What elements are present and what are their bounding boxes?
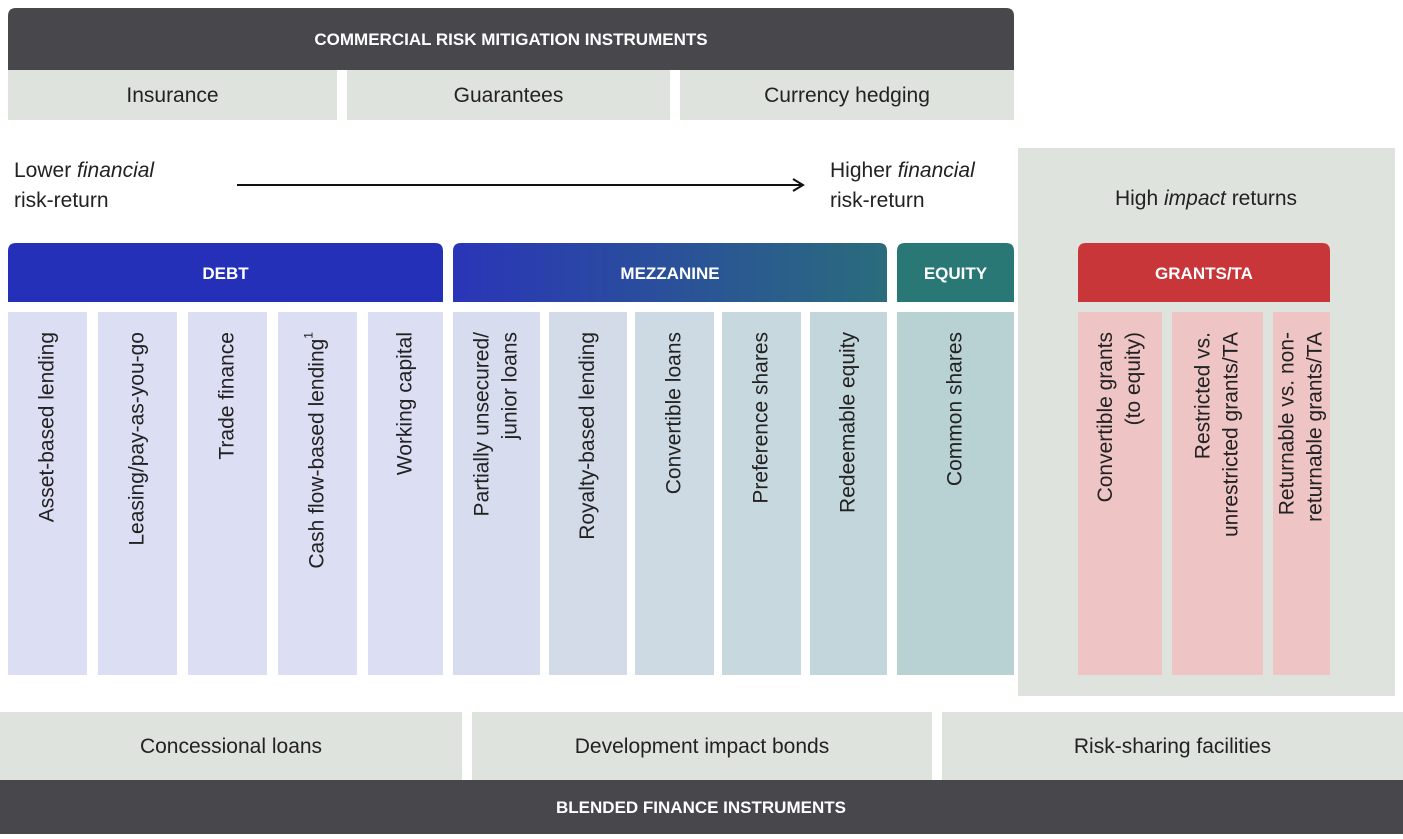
instrument-label: Leasing/pay-as-you-go bbox=[125, 332, 148, 546]
group-header bbox=[8, 243, 443, 302]
instrument-label: Working capital bbox=[393, 332, 416, 475]
instrument-column bbox=[635, 312, 714, 675]
bottom-banner bbox=[0, 780, 1403, 834]
label-line: unrestricted grants/TA bbox=[1219, 332, 1242, 537]
instrument-label: Concessional loans bbox=[140, 735, 322, 758]
instrument-box bbox=[8, 70, 337, 120]
instrument-column bbox=[278, 312, 357, 675]
instrument-column bbox=[1078, 312, 1162, 675]
group-title: GRANTS/TA bbox=[1155, 264, 1253, 283]
label-line: Convertible loans bbox=[662, 332, 685, 494]
instrument-column bbox=[722, 312, 801, 675]
instrument-column bbox=[188, 312, 267, 675]
label-line: Asset-based lending bbox=[35, 332, 58, 522]
label-line: junior loans bbox=[498, 332, 521, 440]
instrument-label: Guarantees bbox=[454, 84, 564, 107]
instrument-column bbox=[897, 312, 1014, 675]
instrument-label: Development impact bonds bbox=[575, 735, 829, 758]
instrument-label: Royalty-based lending bbox=[576, 332, 599, 540]
label-line: Leasing/pay-as-you-go bbox=[125, 332, 148, 546]
instrument-column bbox=[368, 312, 443, 675]
group-title: EQUITY bbox=[924, 264, 988, 283]
instrument-label: Common shares bbox=[943, 332, 966, 486]
footnote-mark: 1 bbox=[302, 332, 316, 339]
label-line: Restricted vs. bbox=[1191, 332, 1214, 459]
top-title: COMMERCIAL RISK MITIGATION INSTRUMENTS bbox=[314, 30, 707, 49]
instrument-box bbox=[942, 712, 1403, 780]
bottom-title: BLENDED FINANCE INSTRUMENTS bbox=[556, 798, 846, 817]
label-line: returnable grants/TA bbox=[1303, 332, 1326, 522]
instrument-label: Redeemable equity bbox=[836, 332, 859, 513]
instrument-box bbox=[680, 70, 1014, 120]
instrument-label: Insurance bbox=[126, 84, 218, 107]
instrument-column bbox=[98, 312, 177, 675]
label-line: Preference shares bbox=[749, 332, 772, 504]
instrument-label: Convertible loans bbox=[662, 332, 685, 494]
instrument-column bbox=[1273, 312, 1330, 675]
instrument-column bbox=[1172, 312, 1263, 675]
impact-label: High impact returns bbox=[1115, 187, 1297, 210]
top-banner bbox=[8, 8, 1014, 70]
instrument-label: Returnable vs. non-returnable grants/TA bbox=[1275, 332, 1326, 522]
instrument-label: Restricted vs. unrestricted grants/TA bbox=[1191, 332, 1242, 537]
label-line: Royalty-based lending bbox=[576, 332, 599, 540]
higher-label: Higher financial risk-return bbox=[830, 159, 976, 212]
instrument-box bbox=[472, 712, 932, 780]
instrument-label: Trade finance bbox=[215, 332, 238, 460]
label-line: Common shares bbox=[943, 332, 966, 486]
instrument-label: Convertible grants (to equity) bbox=[1094, 332, 1145, 502]
label-line: Returnable vs. non- bbox=[1275, 332, 1298, 515]
label-line: Trade finance bbox=[215, 332, 238, 460]
lower-label: Lower financial risk-return bbox=[14, 159, 155, 212]
instrument-label: Cash flow-based lending1 bbox=[302, 332, 328, 569]
instrument-label: Preference shares bbox=[749, 332, 772, 504]
group-title: DEBT bbox=[202, 264, 249, 283]
instrument-column bbox=[453, 312, 540, 675]
group-header bbox=[897, 243, 1014, 302]
label-line: Working capital bbox=[393, 332, 416, 475]
instrument-column bbox=[549, 312, 627, 675]
instrument-box bbox=[0, 712, 462, 780]
label-line: Convertible grants bbox=[1094, 332, 1117, 502]
instrument-box bbox=[347, 70, 670, 120]
instrument-column bbox=[8, 312, 87, 675]
group-header bbox=[1078, 243, 1330, 302]
label-line: Redeemable equity bbox=[836, 332, 859, 513]
instrument-column bbox=[810, 312, 887, 675]
instrument-label: Currency hedging bbox=[764, 84, 930, 107]
instrument-label: Partially unsecured/junior loans bbox=[470, 332, 521, 517]
instrument-label: Asset-based lending bbox=[35, 332, 58, 522]
instrument-label: Risk-sharing facilities bbox=[1074, 735, 1271, 758]
label-line: Cash flow-based lending bbox=[305, 339, 328, 569]
label-line: (to equity) bbox=[1122, 332, 1145, 425]
group-title: MEZZANINE bbox=[620, 264, 719, 283]
group-header bbox=[453, 243, 887, 302]
label-line: Partially unsecured/ bbox=[470, 332, 493, 517]
